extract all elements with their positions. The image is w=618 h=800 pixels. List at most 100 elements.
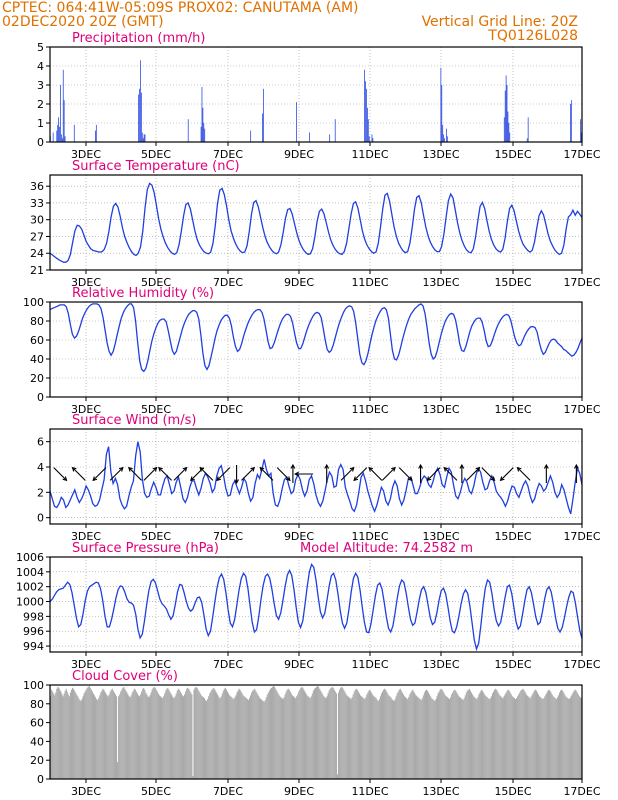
data-bar — [189, 690, 191, 779]
data-bar — [183, 696, 185, 779]
data-bar — [245, 698, 247, 779]
data-bar — [154, 687, 156, 779]
series-line — [49, 303, 583, 373]
data-bar — [531, 694, 533, 779]
wind-arrow-head — [324, 463, 330, 469]
data-bar — [204, 128, 206, 142]
panel-title: Precipitation (mm/h) — [72, 31, 205, 46]
data-bar — [133, 688, 135, 779]
data-bar — [254, 688, 256, 779]
panel-title: Cloud Cover (%) — [72, 669, 178, 684]
data-bar — [508, 123, 510, 142]
x-tick-label: 9DEC — [284, 276, 314, 289]
data-bar — [145, 692, 147, 779]
data-bar — [365, 81, 366, 142]
data-bar — [52, 132, 54, 142]
x-tick-label: 17DEC — [563, 403, 600, 416]
data-bar — [388, 695, 390, 779]
data-bar — [58, 117, 60, 142]
data-bar — [199, 693, 201, 779]
data-bar — [573, 690, 575, 779]
wind-arrow — [353, 467, 368, 482]
data-bar — [176, 690, 178, 779]
data-bar — [146, 694, 148, 779]
data-bar — [482, 691, 484, 779]
data-bar — [375, 698, 377, 779]
data-bar — [516, 698, 518, 779]
data-bar — [56, 130, 58, 142]
data-bar — [393, 700, 395, 779]
data-bar — [141, 691, 143, 779]
data-bar — [389, 696, 391, 779]
data-bar — [496, 689, 498, 779]
data-bar — [510, 694, 512, 779]
x-tick-label: 5DEC — [141, 148, 171, 161]
data-bar — [577, 694, 579, 779]
data-bar — [292, 696, 295, 779]
data-bar — [458, 696, 460, 779]
wind-arrow — [466, 466, 481, 481]
data-bar — [200, 695, 202, 779]
data-bar — [278, 694, 280, 779]
data-bar — [164, 693, 166, 779]
y-tick-label: 20 — [30, 754, 44, 767]
data-bar — [121, 689, 123, 779]
data-bar — [442, 124, 444, 142]
data-bar — [575, 690, 577, 779]
data-bar — [248, 698, 251, 779]
data-bar — [358, 693, 361, 779]
data-bar — [194, 687, 196, 779]
data-bar — [294, 697, 296, 779]
panel-title: Relative Humidity (%) — [72, 286, 214, 301]
data-bar — [562, 690, 564, 779]
y-tick-label: 0 — [37, 773, 44, 786]
data-bar — [504, 90, 506, 142]
data-bar — [305, 693, 307, 779]
data-bar — [532, 692, 534, 779]
data-bar — [446, 136, 448, 142]
x-tick-label: 11DEC — [351, 403, 388, 416]
data-bar — [209, 693, 211, 779]
data-bar — [169, 691, 171, 779]
wind-arrow-shaft — [398, 467, 413, 481]
data-bar — [509, 132, 511, 142]
y-tick-label: 1004 — [16, 566, 44, 579]
data-bar — [103, 689, 105, 779]
data-bar — [365, 697, 367, 779]
y-tick-label: 4 — [37, 60, 44, 73]
data-bar — [505, 692, 507, 779]
data-bar — [459, 697, 461, 779]
data-bar — [535, 690, 537, 779]
data-bar — [111, 688, 113, 779]
y-tick-label: 996 — [23, 625, 44, 638]
wind-arrow — [443, 466, 458, 481]
data-bar — [267, 692, 269, 779]
data-bar — [443, 693, 445, 779]
data-bar — [509, 692, 511, 779]
data-bar — [300, 687, 302, 779]
data-bar — [546, 692, 548, 779]
data-bar — [250, 695, 252, 779]
wind-arrow-head — [418, 463, 423, 469]
data-bar — [310, 696, 312, 779]
data-bar — [453, 690, 455, 779]
data-bar — [285, 691, 287, 779]
data-bar — [74, 690, 76, 779]
data-bar — [324, 697, 326, 779]
y-tick-label: 4 — [37, 461, 44, 474]
data-bar — [151, 689, 153, 779]
data-bar — [499, 695, 501, 779]
data-bar — [349, 698, 351, 779]
panel-0: Precipitation (mm/h) 0 1 2 3 4 5 3DEC 5DEC 7DEC 9D… — [37, 31, 601, 161]
data-bar — [472, 694, 474, 779]
y-tick-label: 33 — [30, 197, 44, 210]
data-bar — [446, 697, 448, 779]
data-bar — [220, 696, 222, 779]
series-line — [49, 182, 583, 263]
data-bar — [386, 691, 388, 779]
y-tick-label: 100 — [23, 296, 44, 309]
data-bar — [567, 698, 569, 779]
wind-arrow — [543, 463, 549, 483]
wind-arrow-head — [158, 466, 163, 472]
data-bar — [561, 689, 563, 779]
